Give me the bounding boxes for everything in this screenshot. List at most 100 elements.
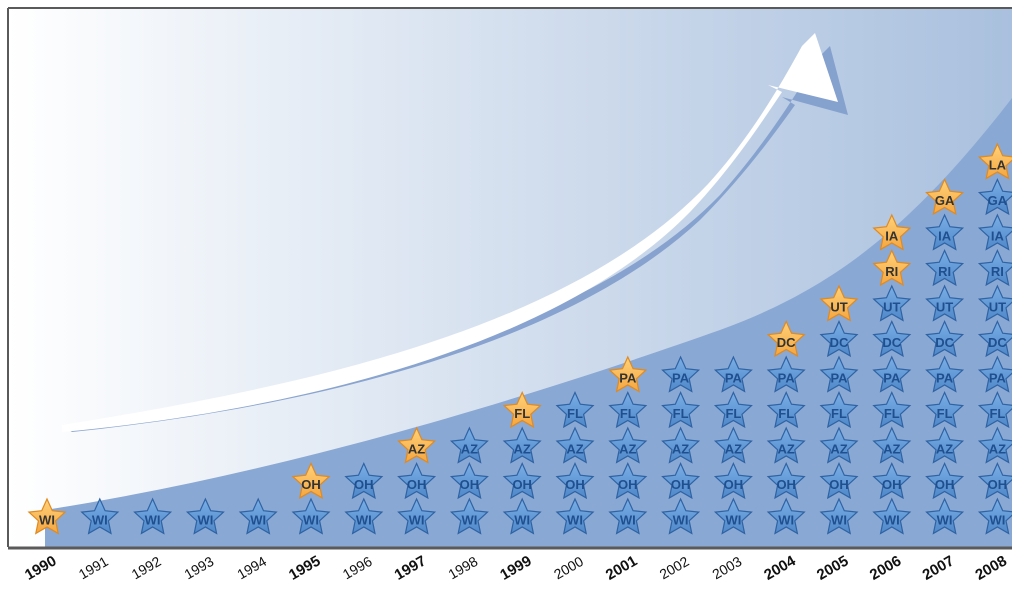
star-label: RI [991,264,1004,279]
star-pa-2005: PA [819,355,859,393]
star-az-2002: AZ [661,426,701,464]
star-ia-2007: IA [925,213,965,251]
year-label-2008: 2008 [972,552,1009,583]
star-fl-2000: FL [555,391,595,429]
year-label-1991: 1991 [76,553,111,583]
star-wi-2002: WI [661,497,701,535]
star-label: OH [988,477,1008,492]
star-az-2003: AZ [713,426,753,464]
star-icon [713,426,753,464]
star-wi-1992: WI [133,497,173,535]
star-fl-2003: FL [713,391,753,429]
year-label-1994: 1994 [234,553,269,583]
star-oh-2003: OH [713,462,753,500]
star-label: WI [356,513,372,528]
star-label: IA [938,229,952,244]
star-label: OH [407,477,427,492]
star-pa-2001: PA [608,355,648,393]
star-label: OH [354,477,374,492]
star-icon [80,497,120,535]
star-label: UT [830,300,847,315]
star-icon [819,462,859,500]
star-icon [925,355,965,393]
star-icon [766,320,806,358]
star-ut-2006: UT [872,284,912,322]
star-label: WI [778,513,794,528]
star-icon [925,426,965,464]
star-label: LA [989,158,1007,173]
star-label: OH [512,477,532,492]
star-icon [608,391,648,429]
star-label: DC [777,335,796,350]
star-label: FL [778,406,794,421]
year-label-2000: 2000 [551,553,586,583]
star-pa-2003: PA [713,355,753,393]
star-label: FL [567,406,583,421]
star-label: OH [776,477,796,492]
star-icon [977,249,1012,287]
star-pa-2008: PA [977,355,1012,393]
star-label: PA [619,371,637,386]
star-icon [661,391,701,429]
star-wi-1993: WI [185,497,225,535]
star-oh-1998: OH [449,462,489,500]
star-label: FL [831,406,847,421]
star-az-1998: AZ [449,426,489,464]
star-icon [238,497,278,535]
star-label: WI [567,513,583,528]
star-label: WI [145,513,161,528]
year-label-1998: 1998 [445,553,480,583]
star-icon [925,391,965,429]
star-label: AZ [936,442,953,457]
star-icon [766,426,806,464]
star-label: WI [937,513,953,528]
star-icon [977,284,1012,322]
star-wi-2001: WI [608,497,648,535]
star-label: OH [935,477,955,492]
star-wi-2008: WI [977,497,1012,535]
star-icon [819,497,859,535]
star-label: PA [883,371,901,386]
star-wi-1990: WI [27,497,67,535]
star-label: FL [673,406,689,421]
star-icon [925,462,965,500]
growth-area [45,98,1012,547]
star-oh-2005: OH [819,462,859,500]
star-oh-1995: OH [291,462,331,500]
star-label: OH [301,477,321,492]
star-icon [713,391,753,429]
star-icon [502,462,542,500]
star-icon [344,497,384,535]
star-az-2007: AZ [925,426,965,464]
star-icon [449,426,489,464]
star-icon [977,462,1012,500]
star-wi-1997: WI [397,497,437,535]
year-label-1995: 1995 [286,552,323,583]
star-oh-2007: OH [925,462,965,500]
star-label: WI [884,513,900,528]
star-icon [766,391,806,429]
star-az-2001: AZ [608,426,648,464]
star-icon [555,462,595,500]
star-icon [291,497,331,535]
star-icon [925,320,965,358]
star-icon [608,426,648,464]
star-wi-1995: WI [291,497,331,535]
year-label-2007: 2007 [920,552,957,583]
star-label: RI [938,264,951,279]
star-label: WI [461,513,477,528]
star-icon [872,249,912,287]
star-wi-1991: WI [80,497,120,535]
star-oh-1999: OH [502,462,542,500]
star-label: AZ [566,442,583,457]
star-pa-2002: PA [661,355,701,393]
star-fl-2001: FL [608,391,648,429]
star-label: GA [988,193,1008,208]
star-label: FL [725,406,741,421]
star-icon [872,213,912,251]
star-icon [555,391,595,429]
star-az-2005: AZ [819,426,859,464]
star-icon [713,497,753,535]
star-icon [291,462,331,500]
